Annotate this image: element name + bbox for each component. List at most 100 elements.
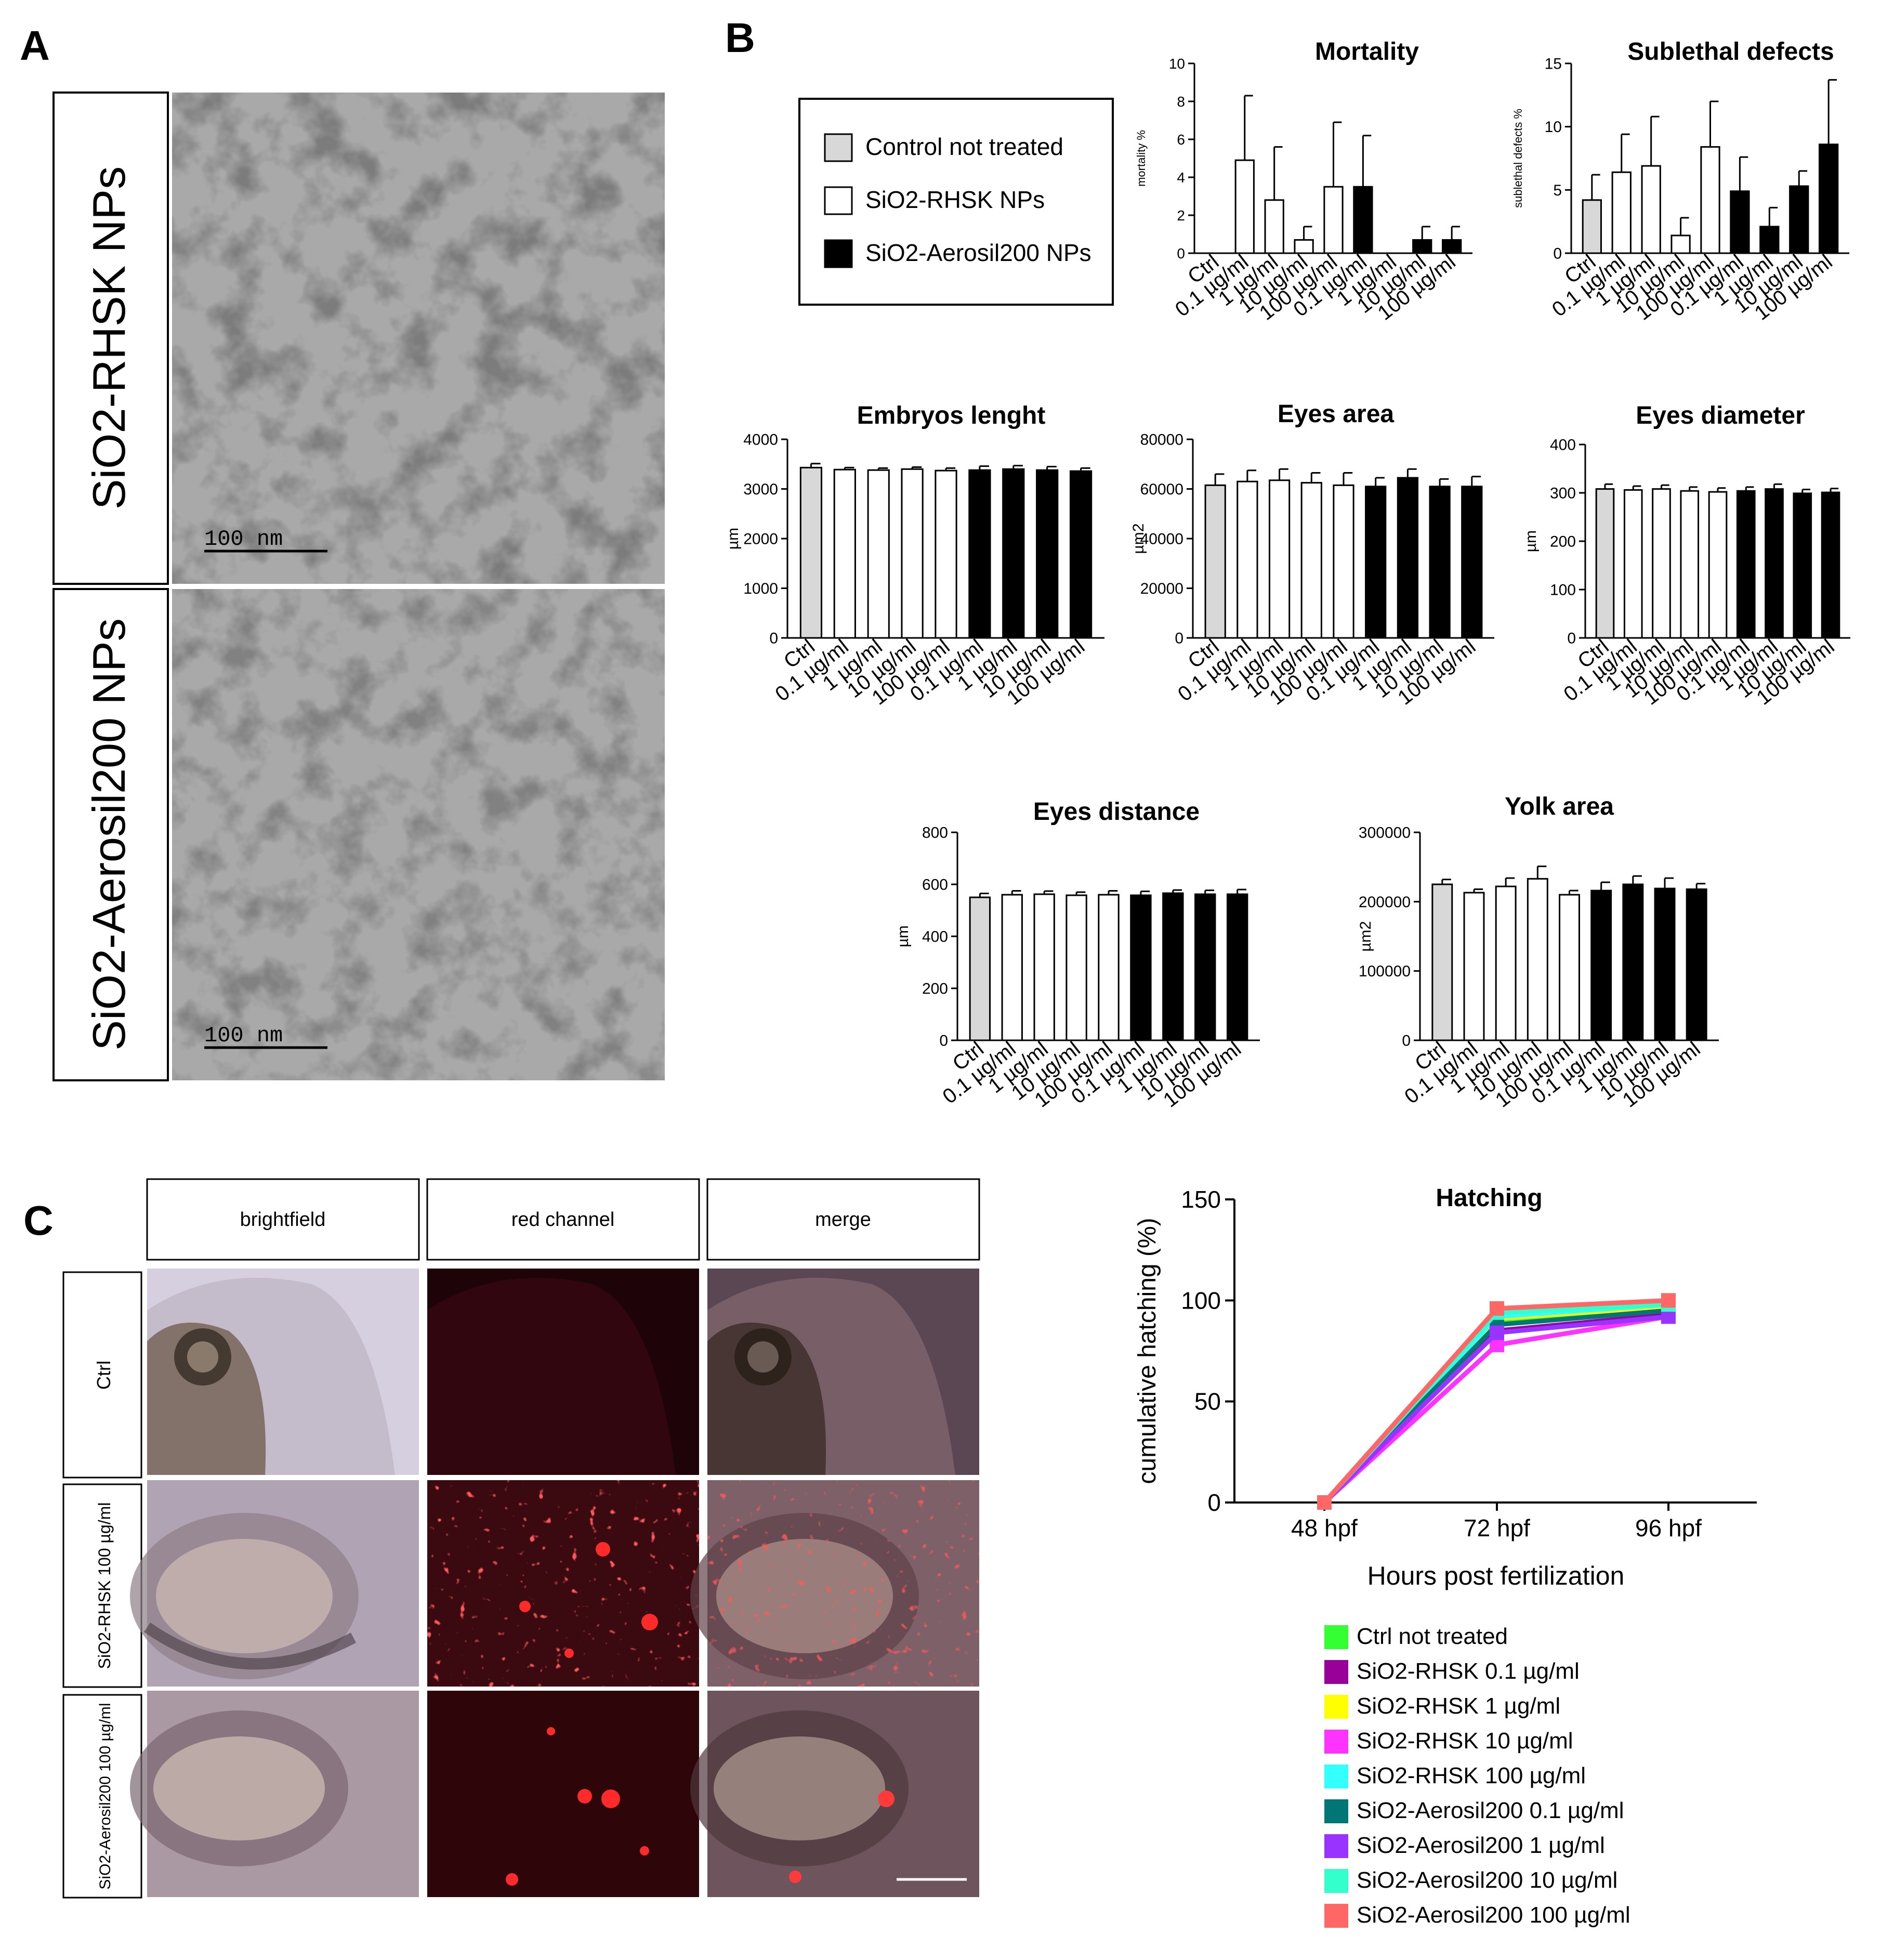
panel-a-bottom-label: SiO2-Aerosil200 NPs <box>83 618 135 1050</box>
panel-a-letter: A <box>20 22 50 69</box>
x-tick-label: 72 hpf <box>1464 1514 1530 1541</box>
y-axis-label: sublethal defects % <box>1511 109 1524 208</box>
micrograph-ctrl-red <box>427 1269 699 1475</box>
bar <box>1234 159 1255 254</box>
bar <box>1333 484 1354 639</box>
bar <box>1463 892 1485 1041</box>
y-tick-label: 0 <box>939 1033 948 1050</box>
bar <box>1002 468 1025 639</box>
y-tick-label: 300000 <box>1359 825 1411 842</box>
bar <box>1821 491 1840 639</box>
row-header-aerosil: SiO2-Aerosil200 100 µg/ml <box>97 1703 114 1889</box>
micrograph-aerosil-red <box>427 1691 699 1897</box>
legend-swatch <box>1324 1695 1348 1719</box>
bar <box>968 469 991 639</box>
legend-label: SiO2-Aerosil200 0.1 µg/ml <box>1357 1798 1624 1823</box>
bar <box>1036 469 1059 639</box>
bar <box>1595 488 1615 639</box>
y-tick-label: 40000 <box>1140 531 1183 548</box>
legend-label-rhsk: SiO2-RHSK NPs <box>865 186 1045 213</box>
y-tick-label: 80000 <box>1140 432 1183 449</box>
col-header-red-channel: red channel <box>511 1209 615 1231</box>
y-tick-label: 400 <box>922 929 948 946</box>
bar <box>799 466 823 639</box>
row-header-box <box>62 1483 142 1688</box>
y-tick-label: 0 <box>769 630 778 647</box>
bar <box>1162 892 1184 1041</box>
bar <box>1194 893 1216 1041</box>
y-tick-label: 2 <box>1177 207 1185 224</box>
bar <box>1353 186 1373 254</box>
bar <box>1300 482 1322 639</box>
y-axis-label: µm <box>725 528 742 550</box>
y-tick-label: 15 <box>1545 56 1562 73</box>
y-tick-label: 6 <box>1177 132 1185 148</box>
legend-swatch-rhsk <box>824 186 853 215</box>
legend-swatch <box>1324 1869 1348 1893</box>
col-header-brightfield: brightfield <box>240 1209 326 1231</box>
micrograph-rhsk-red <box>427 1480 699 1687</box>
micrograph-ctrl-brightfield <box>147 1269 419 1475</box>
y-axis-label: µm <box>895 925 912 947</box>
y-tick-label: 8 <box>1177 94 1185 110</box>
row-header-ctrl: Ctrl <box>93 1361 114 1390</box>
legend-swatch <box>1324 1660 1348 1684</box>
legend-label: SiO2-RHSK 1 µg/ml <box>1357 1693 1560 1719</box>
series-point <box>1490 1325 1504 1340</box>
chart-title: Sublethal defects <box>1627 38 1834 66</box>
chart-title: Eyes diameter <box>1636 402 1805 429</box>
col-header-box <box>426 1178 700 1261</box>
panel-c-letter: C <box>23 1197 54 1244</box>
y-axis-label: µm2 <box>1130 524 1147 554</box>
y-tick-label: 3000 <box>743 481 778 498</box>
panel-a-top-label-box <box>52 92 169 585</box>
bar <box>1461 486 1483 639</box>
bar <box>1700 146 1720 254</box>
y-tick-label: 50 <box>1194 1388 1221 1415</box>
bar <box>1130 894 1152 1041</box>
y-axis-label: mortality % <box>1135 130 1148 187</box>
y-tick-label: 800 <box>922 825 948 842</box>
bar <box>1442 239 1462 254</box>
bar <box>1686 888 1707 1041</box>
legend-label: SiO2-Aerosil200 1 µg/ml <box>1357 1833 1605 1858</box>
row-header-box <box>62 1271 142 1479</box>
line-chart: Hatching 0 50 100 150 48 hpf 72 hpf 96 hpf Hours… <box>1134 1184 1757 1928</box>
scale-bar-label: 100 nm <box>204 527 283 552</box>
bar <box>1431 883 1453 1041</box>
legend-label: SiO2-Aerosil200 100 µg/ml <box>1357 1902 1630 1928</box>
legend-label-aerosil: SiO2-Aerosil200 NPs <box>865 239 1091 266</box>
bar <box>1365 486 1387 639</box>
x-axis-label: Hours post fertilization <box>1367 1561 1625 1590</box>
y-tick-label: 5 <box>1553 182 1562 199</box>
x-tick-label: 96 hpf <box>1635 1514 1702 1541</box>
y-tick-label: 600 <box>922 877 948 894</box>
scale-bar-label: 100 nm <box>204 1023 283 1048</box>
panel-b: B Control not treated SiO2-RHSK NPs SiO2… <box>725 15 1850 1112</box>
series-point <box>1490 1301 1504 1316</box>
y-tick-label: 100 <box>1550 582 1576 599</box>
y-axis-label: µm <box>1522 530 1540 552</box>
y-tick-label: 0 <box>1402 1033 1411 1050</box>
y-tick-label: 10 <box>1169 56 1185 72</box>
bar-chart: Eyes area020000400006000080000µm2Ctrl0.1… <box>1130 400 1494 710</box>
chart-title: Eyes distance <box>1033 798 1200 826</box>
bar <box>1066 894 1087 1041</box>
bar <box>1237 480 1258 639</box>
row-header-rhsk: SiO2-RHSK 100 µg/ml <box>95 1502 114 1669</box>
bar <box>969 896 991 1041</box>
bar <box>1397 477 1419 639</box>
bar <box>901 468 924 639</box>
legend-swatch-aerosil <box>824 239 853 268</box>
bar <box>1226 893 1248 1041</box>
series-point <box>1317 1495 1332 1510</box>
micrograph-rhsk-brightfield <box>130 1480 419 1687</box>
bar <box>1622 883 1644 1041</box>
bar-chart: Embryos lenght01000200030004000µmCtrl0.1… <box>725 402 1104 710</box>
legend-swatch <box>1324 1834 1348 1858</box>
